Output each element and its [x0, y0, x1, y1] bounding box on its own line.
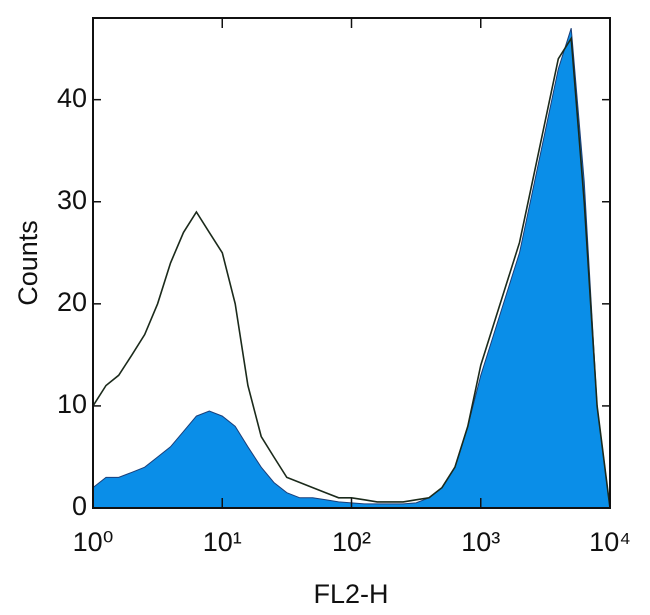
x-tick-label: 10⁰ [73, 527, 114, 557]
y-axis-label: Counts [13, 220, 43, 306]
y-tick-label: 30 [57, 185, 87, 215]
area [92, 28, 611, 509]
y-tick-label: 20 [57, 287, 87, 317]
line [92, 35, 611, 509]
x-axis-label: FL2-H [313, 579, 388, 609]
x-tick-label: 10² [332, 527, 371, 557]
x-tick-label: 10³ [461, 527, 500, 557]
y-tick-label: 0 [72, 491, 87, 521]
x-tick-label: 10⁴ [589, 527, 631, 557]
y-tick-label: 10 [57, 389, 87, 419]
y-tick-label: 40 [57, 83, 87, 113]
x-tick-label: 10¹ [203, 527, 242, 557]
